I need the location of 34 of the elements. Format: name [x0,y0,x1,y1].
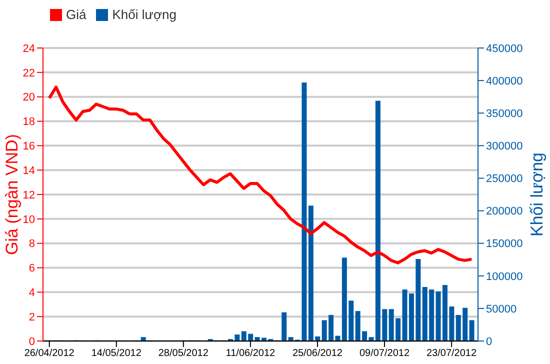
y-tick-label: 2 [28,311,35,324]
y2-axis-title: Khối lượng [528,152,546,236]
y2-tick-label: 350000 [486,108,523,120]
y-tick-label: 14 [22,164,35,177]
y-tick-label: 4 [28,287,35,300]
x-tick-label: 25/06/2012 [292,348,343,360]
y2-tick-label: 450000 [486,42,523,55]
x-tick-label: 26/04/2012 [24,348,75,360]
y-tick-label: 0 [28,336,35,348]
y2-tick-label: 0 [486,336,492,348]
y-tick-label: 12 [22,189,35,202]
y2-tick-label: 100000 [486,270,523,283]
legend-label: Giá [66,7,86,22]
y2-tick-label: 250000 [486,173,523,186]
y2-tick-label: 50000 [486,303,517,316]
y2-tick-label: 150000 [486,238,523,250]
y-tick-label: 22 [22,67,35,80]
x-tick-label: 11/06/2012 [226,348,276,360]
legend-label: Khối lượng [112,7,176,22]
y-tick-label: 24 [22,42,35,55]
x-tick-label: 28/05/2012 [158,348,209,360]
y2-tick-label: 400000 [486,75,523,88]
y-tick-label: 16 [22,140,35,153]
y-tick-label: 6 [28,262,35,275]
y-axis-title: Giá (ngàn VND) [2,134,22,255]
y-tick-label: 10 [22,214,35,226]
y-tick-label: 18 [22,116,35,128]
x-tick-label: 09/07/2012 [359,348,410,360]
x-tick-label: 23/07/2012 [426,348,477,360]
y-tick-label: 8 [28,238,35,250]
y2-tick-label: 200000 [486,206,523,218]
y-tick-label: 20 [22,92,35,104]
y2-tick-label: 300000 [486,140,523,153]
x-tick-label: 14/05/2012 [91,348,142,360]
